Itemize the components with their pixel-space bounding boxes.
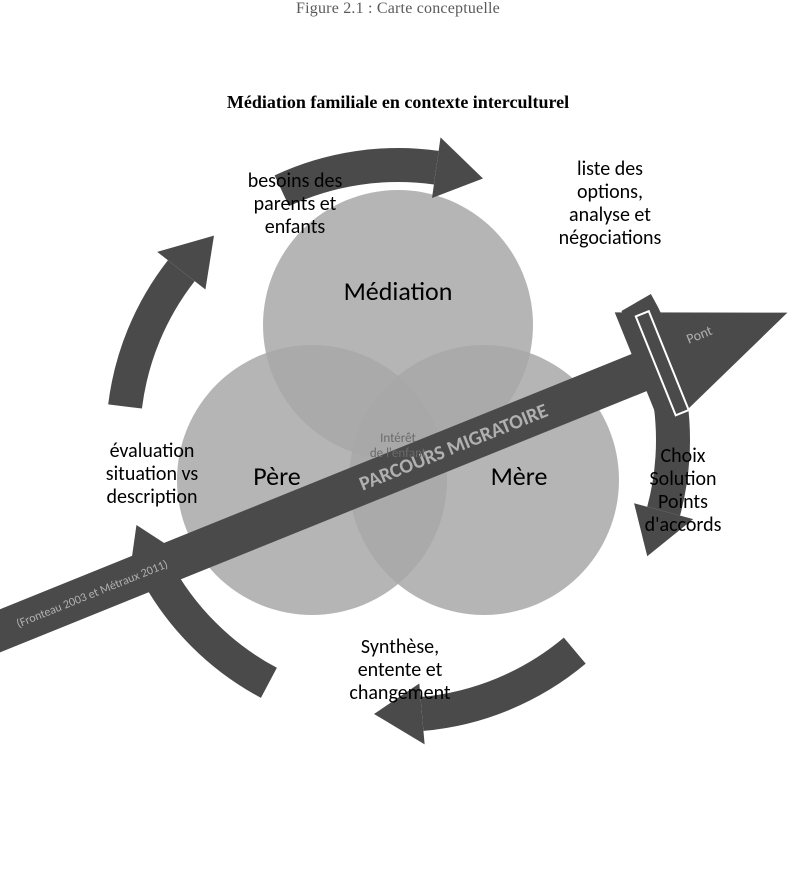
cycle-label-evaluation: évaluation situation vs description: [72, 440, 232, 509]
circle-label-mere: Mère: [419, 462, 619, 492]
circle-label-mediation: Médiation: [298, 277, 498, 307]
page: Figure 2.1 : Carte conceptuelle Médiatio…: [0, 0, 796, 874]
cycle-label-options: liste des options, analyse et négociatio…: [520, 158, 700, 250]
cycle-label-choix: Choix Solution Points d'accords: [608, 445, 758, 537]
cycle-label-synthese: Synthèse, entente et changement: [300, 636, 500, 705]
cycle-label-besoins: besoins des parents et enfants: [210, 170, 380, 239]
cycle-arrow-left-body: [108, 260, 195, 408]
cycle-arrow-topleft-head: [432, 137, 483, 198]
center-label: Intérêt de l'enfant: [338, 432, 458, 462]
